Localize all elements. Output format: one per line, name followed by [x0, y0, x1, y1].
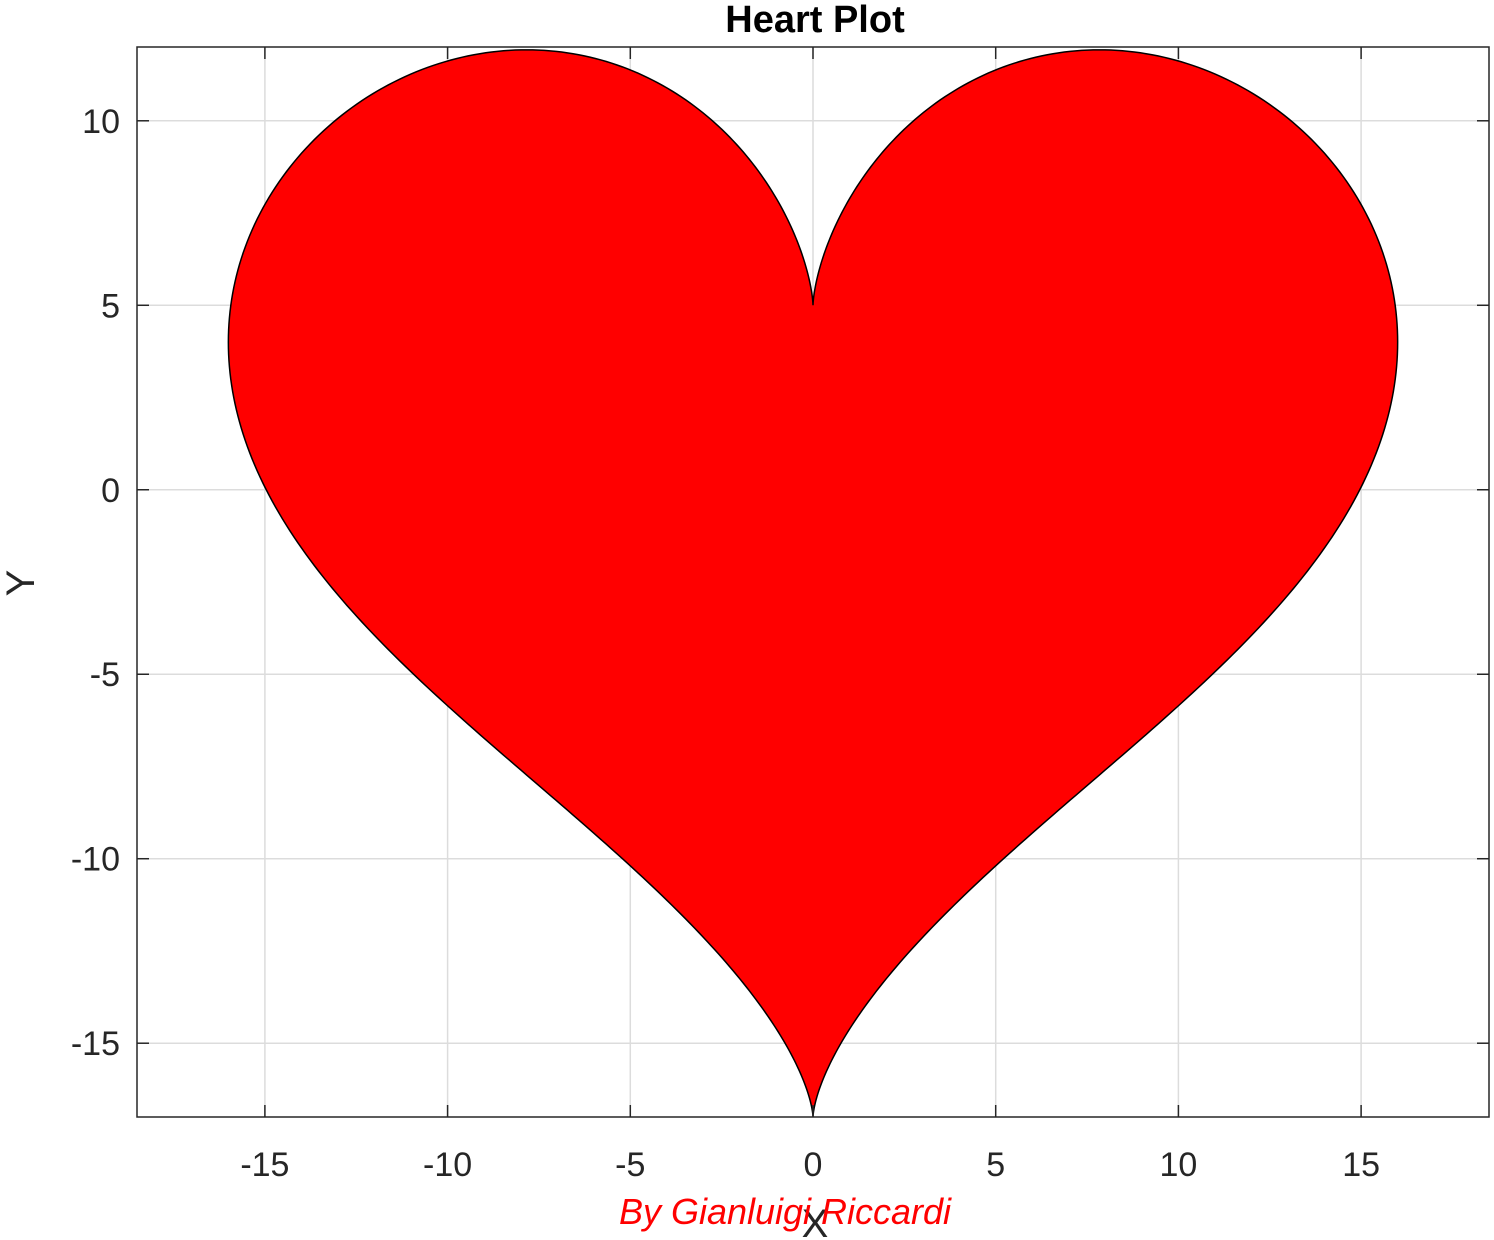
y-tick-label: 0: [101, 472, 120, 510]
chart-title: Heart Plot: [725, 0, 905, 41]
x-tick-label: -5: [615, 1146, 645, 1184]
tick-marks: [137, 47, 1489, 1117]
heart-shape: [227, 49, 1399, 1117]
author-credit: By Gianluigi Riccardi: [619, 1191, 952, 1232]
y-tick-label: -10: [71, 841, 120, 879]
y-tick-labels: -15 -10 -5 0 5 10: [71, 103, 120, 1063]
y-axis-label: Y: [0, 570, 43, 597]
x-tick-labels: -15 -10 -5 0 5 10 15: [240, 1146, 1380, 1184]
x-tick-label: 10: [1159, 1146, 1197, 1184]
y-tick-label: 10: [82, 103, 120, 141]
y-tick-label: -5: [90, 656, 120, 694]
x-tick-label: -10: [423, 1146, 472, 1184]
x-tick-label: -15: [240, 1146, 289, 1184]
x-tick-label: 0: [804, 1146, 823, 1184]
x-tick-label: 15: [1342, 1146, 1380, 1184]
x-tick-label: 5: [986, 1146, 1005, 1184]
y-tick-label: 5: [101, 287, 120, 325]
y-tick-label: -15: [71, 1025, 120, 1063]
x-axis-label: X: [802, 1202, 829, 1240]
